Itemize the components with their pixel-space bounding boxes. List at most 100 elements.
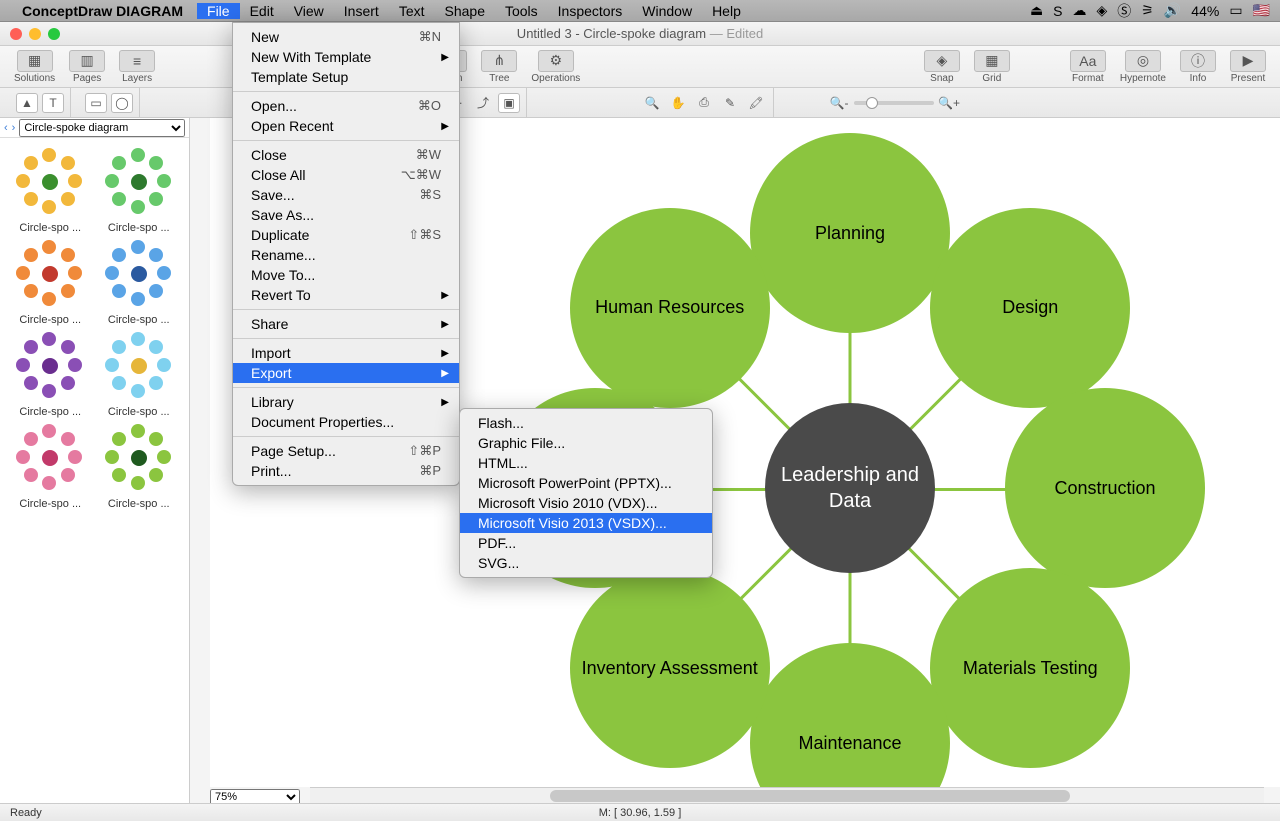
shape-thumbnail[interactable]: Circle-spo ... [8,330,93,418]
highlighter-icon[interactable]: 🖍 [745,93,767,113]
toolbar-solutions[interactable]: ▦Solutions [8,50,61,84]
menu-file[interactable]: File [197,3,240,19]
menu-help[interactable]: Help [702,3,751,19]
connector-tool-icon[interactable]: ⤴ [472,93,494,113]
shape-thumbnail[interactable]: Circle-spo ... [8,422,93,510]
toolbar-operations[interactable]: ⚙Operations [525,50,586,84]
cloud-icon[interactable]: ☁ [1073,2,1087,19]
horizontal-scrollbar[interactable] [310,787,1264,803]
menu-tools[interactable]: Tools [495,3,548,19]
shape-thumbnail[interactable]: Circle-spo ... [8,146,93,234]
spoke-node[interactable]: Human Resources [570,208,770,408]
menu-item-document-properties-[interactable]: Document Properties... [233,412,459,432]
spoke-node[interactable]: Design [930,208,1130,408]
status-icon[interactable]: ◈ [1097,2,1108,19]
pointer-tool-icon[interactable]: ▲ [16,93,38,113]
sidebar-back-icon[interactable]: ‹ [4,122,8,134]
menu-item-open-recent[interactable]: Open Recent▶ [233,116,459,136]
shape-thumbnail[interactable]: Circle-spo ... [97,330,182,418]
menu-item-new-with-template[interactable]: New With Template▶ [233,47,459,67]
menu-item-duplicate[interactable]: Duplicate⇧⌘S [233,225,459,245]
maximize-window-button[interactable] [48,28,60,40]
export-item-html-[interactable]: HTML... [460,453,712,473]
menu-item-template-setup[interactable]: Template Setup [233,67,459,87]
shape-thumbnail[interactable]: Circle-spo ... [97,238,182,326]
menu-shape[interactable]: Shape [435,3,495,19]
menu-edit[interactable]: Edit [240,3,284,19]
menu-item-export[interactable]: Export▶ [233,363,459,383]
zoom-in-icon[interactable]: 🔍 [641,93,663,113]
center-node[interactable]: Leadership and Data [765,403,935,573]
toolbar-present[interactable]: ▶Present [1224,50,1272,84]
eyedropper-icon[interactable]: ✎ [719,93,741,113]
export-item-microsoft-powerpoint-pptx-[interactable]: Microsoft PowerPoint (PPTX)... [460,473,712,493]
status-icon[interactable]: S [1053,3,1062,19]
text-tool-icon[interactable]: T [42,93,64,113]
menu-insert[interactable]: Insert [334,3,389,19]
menu-item-open-[interactable]: Open...⌘O [233,96,459,116]
shapes-grid: Circle-spo ...Circle-spo ...Circle-spo .… [0,138,189,518]
shape-thumbnail[interactable]: Circle-spo ... [97,422,182,510]
zoom-slider[interactable] [854,101,934,105]
menu-item-rename-[interactable]: Rename... [233,245,459,265]
export-item-microsoft-visio-2010-vdx-[interactable]: Microsoft Visio 2010 (VDX)... [460,493,712,513]
toolbar-layers[interactable]: ≡Layers [113,50,161,84]
pan-tool-icon[interactable]: ✋ [667,93,689,113]
shape-thumbnail[interactable]: Circle-spo ... [97,146,182,234]
toolbar-grid[interactable]: ▦Grid [968,50,1016,84]
menu-item-share[interactable]: Share▶ [233,314,459,334]
macos-menubar: ConceptDraw DIAGRAM FileEditViewInsertTe… [0,0,1280,22]
toolbar-format[interactable]: AaFormat [1064,50,1112,84]
shape-thumbnail[interactable]: Circle-spo ... [8,238,93,326]
menu-item-save-[interactable]: Save...⌘S [233,185,459,205]
toolbar-info[interactable]: ⓘInfo [1174,50,1222,84]
stamp-tool-icon[interactable]: ⎙ [693,93,715,113]
rect-shape-icon[interactable]: ▭ [85,93,107,113]
menu-item-library[interactable]: Library▶ [233,392,459,412]
zoom-out-icon[interactable]: 🔍- [828,93,850,113]
ellipse-shape-icon[interactable]: ◯ [111,93,133,113]
menu-window[interactable]: Window [632,3,702,19]
menu-item-page-setup-[interactable]: Page Setup...⇧⌘P [233,441,459,461]
toolbar-tree[interactable]: ⋔Tree [475,50,523,84]
export-item-svg-[interactable]: SVG... [460,553,712,573]
window-title: Untitled 3 - Circle-spoke diagram — Edit… [517,26,763,41]
export-item-flash-[interactable]: Flash... [460,413,712,433]
menu-item-revert-to[interactable]: Revert To▶ [233,285,459,305]
skype-icon[interactable]: Ⓢ [1117,1,1131,21]
menu-item-close-all[interactable]: Close All⌥⌘W [233,165,459,185]
menu-item-close[interactable]: Close⌘W [233,145,459,165]
volume-icon[interactable]: 🔊 [1164,2,1181,19]
menu-item-new[interactable]: New⌘N [233,27,459,47]
container-tool-icon[interactable]: ▣ [498,93,520,113]
export-item-microsoft-visio-2013-vsdx-[interactable]: Microsoft Visio 2013 (VSDX)... [460,513,712,533]
zoom-in-icon[interactable]: 🔍+ [938,93,960,113]
spoke-node[interactable]: Construction [1005,388,1205,588]
toolbar-pages[interactable]: ▥Pages [63,50,111,84]
export-item-graphic-file-[interactable]: Graphic File... [460,433,712,453]
menu-item-print-[interactable]: Print...⌘P [233,461,459,481]
battery-icon[interactable]: ▭ [1229,2,1242,19]
sidebar-forward-icon[interactable]: › [12,122,16,134]
menu-item-move-to-[interactable]: Move To... [233,265,459,285]
spoke-node[interactable]: Inventory Assessment [570,568,770,768]
export-item-pdf-[interactable]: PDF... [460,533,712,553]
menu-item-import[interactable]: Import▶ [233,343,459,363]
menu-inspectors[interactable]: Inspectors [548,3,633,19]
wifi-icon[interactable]: ⚞ [1141,2,1154,19]
flag-icon[interactable]: 🇺🇸 [1253,2,1270,19]
menu-item-save-as-[interactable]: Save As... [233,205,459,225]
spoke-node[interactable]: Materials Testing [930,568,1130,768]
app-name[interactable]: ConceptDraw DIAGRAM [22,3,183,19]
menu-text[interactable]: Text [389,3,435,19]
menubar-status-icons: ⏏ S ☁ ◈ Ⓢ ⚞ 🔊 44% ▭ 🇺🇸 [1030,1,1270,21]
close-window-button[interactable] [10,28,22,40]
toolbar-snap[interactable]: ◈Snap [918,50,966,84]
library-selector[interactable]: Circle-spoke diagram [19,119,185,137]
spoke-node[interactable]: Planning [750,133,950,333]
spoke-node[interactable]: Maintenance [750,643,950,787]
minimize-window-button[interactable] [29,28,41,40]
menu-view[interactable]: View [284,3,334,19]
status-icon[interactable]: ⏏ [1030,2,1043,19]
toolbar-hypernote[interactable]: ◎Hypernote [1114,50,1172,84]
